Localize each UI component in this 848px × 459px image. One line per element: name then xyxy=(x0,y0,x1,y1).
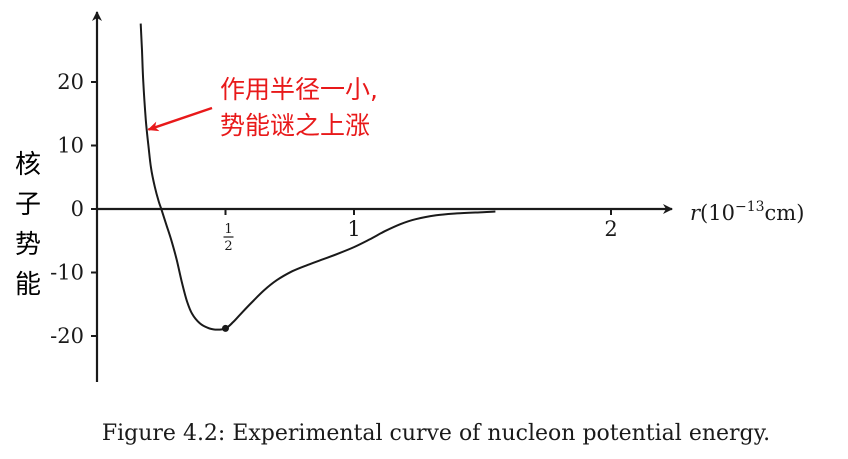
x-ticks: 1 2 1 2 xyxy=(223,209,618,254)
x-tick-label: 2 xyxy=(604,217,617,241)
y-tick-label: 0 xyxy=(71,197,84,221)
x-tick-label-numerator: 1 xyxy=(224,222,232,237)
y-axis-label-char: 能 xyxy=(15,270,41,300)
x-tick-label-denominator: 2 xyxy=(224,239,232,254)
annotation: 作用半径一小, 势能谜之上涨 xyxy=(147,75,378,140)
y-axis-label-char: 子 xyxy=(15,190,41,220)
annotation-line-1: 作用半径一小, xyxy=(220,75,378,104)
annotation-arrow xyxy=(147,106,213,132)
y-tick-label: 20 xyxy=(57,70,84,94)
axes xyxy=(92,11,673,382)
y-axis-label-char: 核 xyxy=(15,150,41,180)
y-tick-label: 10 xyxy=(57,134,84,158)
y-ticks: 20 10 0 -10 -20 xyxy=(50,70,97,348)
annotation-line-2: 势能谜之上涨 xyxy=(220,111,370,140)
x-axis-label: r(10−13cm) xyxy=(690,199,804,225)
y-tick-label: -10 xyxy=(50,261,84,285)
figure-caption: Figure 4.2: Experimental curve of nucleo… xyxy=(102,421,770,446)
potential-curve xyxy=(139,23,496,331)
x-tick-label: 1 xyxy=(347,217,360,241)
y-axis-label-char: 势 xyxy=(15,230,41,260)
minimum-point-marker xyxy=(222,324,229,332)
y-tick-label: -20 xyxy=(50,324,84,348)
